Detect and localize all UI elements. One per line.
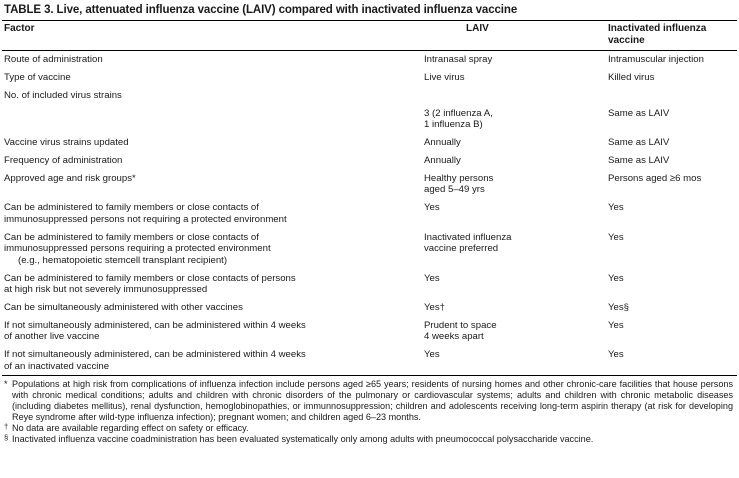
rule-bottom [2, 375, 737, 377]
cell-laiv: Intranasal spray [424, 54, 493, 66]
table-row: Frequency of administration Annually Same … [4, 152, 735, 170]
cell-factor-continuation: immunosuppressed persons not requiring a… [4, 213, 287, 225]
cell-factor-continuation: of another live vaccine [4, 331, 100, 343]
cell-laiv: Annually [424, 155, 461, 167]
table-row: Approved age and risk groups* Healthy per… [4, 170, 735, 199]
footnote: † No data are available regarding effect … [4, 422, 733, 434]
cell-factor: Can be administered to family members or… [4, 232, 424, 267]
rule-under-header [2, 50, 737, 51]
cell-inactivated: Yes [608, 202, 624, 214]
table-row: 3 (2 influenza A, 1 influenza B) Same as … [4, 105, 735, 134]
cell-laiv: Live virus [424, 72, 465, 84]
cell-inactivated: Same as LAIV [608, 155, 670, 167]
cell-factor: If not simultaneously administered, can … [4, 349, 424, 372]
cell-factor: No. of included virus strains [4, 89, 122, 101]
cell-inactivated: Intramuscular injection [608, 54, 704, 66]
table-row: Can be administered to family members or… [4, 229, 735, 270]
cell-inactivated: Same as LAIV [608, 107, 670, 119]
table-row: Route of administration Intranasal spray I… [4, 51, 735, 69]
table-row: If not simultaneously administered, can … [4, 346, 735, 375]
footnote-marker: * [4, 378, 8, 389]
cell-inactivated: Same as LAIV [608, 137, 670, 149]
cell-laiv: Healthy persons aged 5–49 yrs [424, 172, 494, 196]
cell-factor: Type of vaccine [4, 72, 71, 84]
column-header-factor: Factor [4, 23, 35, 34]
table-row: If not simultaneously administered, can … [4, 317, 735, 346]
cell-factor-continuation: immunosuppressed persons requiring a pro… [4, 243, 271, 266]
cell-laiv: Yes [424, 202, 440, 214]
cell-factor: Can be simultaneously administered with … [4, 301, 243, 313]
cell-inactivated: Persons aged ≥6 mos [608, 172, 702, 184]
footnote-text: Populations at high risk from complicati… [12, 378, 733, 423]
table-row: Can be simultaneously administered with … [4, 299, 735, 317]
table-row: No. of included virus strains [4, 87, 735, 105]
column-header-laiv: LAIV [466, 23, 489, 34]
footnote-marker: † [4, 422, 9, 432]
cell-laiv: Inactivated influenza vaccine preferred [424, 231, 512, 255]
cell-laiv: Yes [424, 272, 440, 284]
cell-laiv: 3 (2 influenza A, 1 influenza B) [424, 107, 493, 131]
table-row: Vaccine virus strains updated Annually Sam… [4, 134, 735, 152]
cell-inactivated: Killed virus [608, 72, 655, 84]
cell-laiv: Annually [424, 137, 461, 149]
cell-factor: Can be administered to family members or… [4, 202, 424, 225]
cell-inactivated: Yes [608, 231, 624, 243]
cell-laiv: Yes [424, 349, 440, 361]
cell-laiv: Yes† [424, 301, 445, 313]
footnote-marker: § [4, 433, 9, 443]
table-3-container: TABLE 3. Live, attenuated influenza vacc… [0, 4, 739, 445]
cell-inactivated: Yes§ [608, 301, 629, 313]
cell-factor: Vaccine virus strains updated [4, 137, 129, 149]
cell-factor: Approved age and risk groups* [4, 172, 136, 184]
cell-laiv: Prudent to space 4 weeks apart [424, 319, 497, 343]
cell-inactivated: Yes [608, 319, 624, 331]
cell-factor: Route of administration [4, 54, 103, 66]
table-body: Route of administration Intranasal spray I… [0, 51, 739, 375]
table-header-row: Factor LAIV Inactivated influenza vaccin… [0, 21, 739, 50]
table-row: Can be administered to family members or… [4, 199, 735, 228]
cell-factor: Frequency of administration [4, 155, 123, 167]
rule-top [2, 20, 737, 21]
table-row: Can be administered to family members or… [4, 269, 735, 298]
cell-factor-continuation: at high risk but not severely immunosupp… [4, 284, 208, 296]
column-header-inactivated: Inactivated influenza vaccine [608, 23, 707, 46]
footnote-text: No data are available regarding effect o… [12, 423, 249, 434]
cell-inactivated: Yes [608, 272, 624, 284]
footnotes-block: * Populations at high risk from complicat… [0, 376, 739, 445]
table-title: TABLE 3. Live, attenuated influenza vacc… [4, 4, 518, 16]
cell-factor: If not simultaneously administered, can … [4, 320, 424, 343]
cell-factor-continuation: of an inactivated vaccine [4, 360, 110, 372]
cell-factor: Can be administered to family members or… [4, 273, 424, 296]
table-row: Type of vaccine Live virus Killed virus [4, 69, 735, 87]
footnote: § Inactivated influenza vaccine coadminis… [4, 433, 733, 445]
footnote-text: Inactivated influenza vaccine coadminist… [12, 434, 594, 445]
footnote: * Populations at high risk from complicat… [4, 379, 733, 423]
cell-inactivated: Yes [608, 349, 624, 361]
